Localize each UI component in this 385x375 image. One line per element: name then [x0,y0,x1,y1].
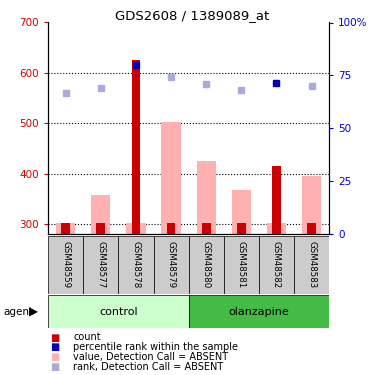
Text: control: control [99,307,138,316]
Text: ■: ■ [50,362,59,372]
Text: ■: ■ [50,342,59,352]
Bar [61,223,70,234]
Bar [189,295,329,328]
Bar [167,223,176,234]
Text: GSM48580: GSM48580 [202,240,211,288]
Bar [96,223,105,234]
Bar [161,122,181,234]
Text: GSM48579: GSM48579 [167,241,176,288]
Bar [126,223,146,234]
Text: olanzapine: olanzapine [229,307,289,316]
Text: percentile rank within the sample: percentile rank within the sample [73,342,238,352]
Text: GSM48578: GSM48578 [131,240,141,288]
Text: ▶: ▶ [29,306,38,318]
Text: value, Detection Call = ABSENT: value, Detection Call = ABSENT [73,352,228,362]
Bar [307,223,316,234]
Bar [197,161,216,234]
Text: GSM48577: GSM48577 [96,240,105,288]
Bar [48,236,83,294]
Bar [302,176,321,234]
Bar [267,223,286,234]
Text: GSM48582: GSM48582 [272,240,281,288]
Bar [132,60,141,234]
Text: ■: ■ [50,352,59,362]
Bar [237,223,246,234]
Bar [91,195,110,234]
Text: agent: agent [4,307,34,317]
Bar [154,236,189,294]
Bar [48,295,189,328]
Text: ■: ■ [50,333,59,342]
Text: GSM48583: GSM48583 [307,240,316,288]
Bar [232,190,251,234]
Text: GSM48559: GSM48559 [61,241,70,288]
Bar [189,236,224,294]
Text: GDS2608 / 1389089_at: GDS2608 / 1389089_at [116,9,270,22]
Text: GSM48581: GSM48581 [237,240,246,288]
Text: rank, Detection Call = ABSENT: rank, Detection Call = ABSENT [73,362,223,372]
Bar [272,166,281,234]
Bar [202,223,211,234]
Bar [259,236,294,294]
Bar [294,236,329,294]
Bar [224,236,259,294]
Bar [119,236,154,294]
Bar [56,223,75,234]
Bar [83,236,119,294]
Text: count: count [73,333,101,342]
